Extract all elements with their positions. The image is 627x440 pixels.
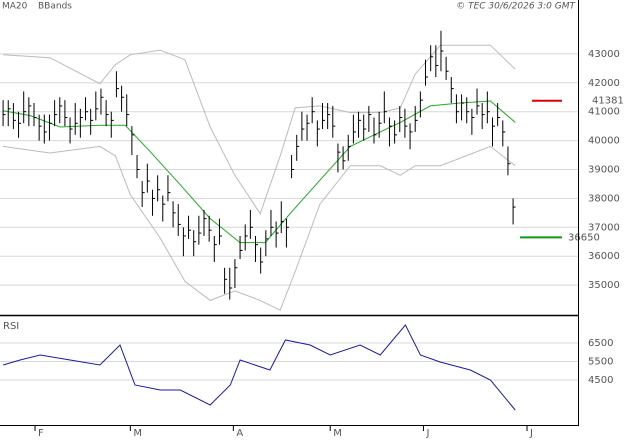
- x-tick-label: J: [529, 428, 533, 439]
- y-tick-label: 40000: [588, 136, 620, 147]
- copyright: © TEC 30/6/2026 3:0 GMT: [456, 2, 576, 12]
- y-tick-label: 4500: [588, 375, 613, 386]
- band-upper: [3, 44, 516, 215]
- y-tick-label: 36000: [588, 251, 620, 262]
- x-tick-label: M: [133, 428, 142, 439]
- x-tick-label: M: [333, 428, 342, 439]
- y-tick-label: 39000: [588, 165, 620, 176]
- band-lower: [3, 145, 516, 311]
- y-tick-label: 43000: [588, 49, 620, 60]
- legend-bbands: BBands: [38, 2, 72, 12]
- y-tick-label: 37000: [588, 222, 620, 233]
- rsi-title: RSI: [3, 321, 19, 332]
- y-tick-label: 41000: [588, 107, 620, 118]
- y-tick-label: 6500: [588, 338, 613, 349]
- level-label: 41381: [592, 96, 624, 107]
- rsi-line: [2, 324, 516, 411]
- y-tick-label: 38000: [588, 193, 620, 204]
- y-tick-label: 5500: [588, 357, 613, 368]
- ma-line: [3, 100, 516, 244]
- legend-ma: MA20: [2, 2, 28, 12]
- level-label: 36650: [568, 232, 600, 243]
- x-tick-label: A: [236, 428, 243, 439]
- x-tick-label: J: [425, 428, 429, 439]
- y-tick-label: 35000: [588, 280, 620, 291]
- x-tick-label: F: [38, 428, 44, 439]
- y-tick-label: 42000: [588, 78, 620, 89]
